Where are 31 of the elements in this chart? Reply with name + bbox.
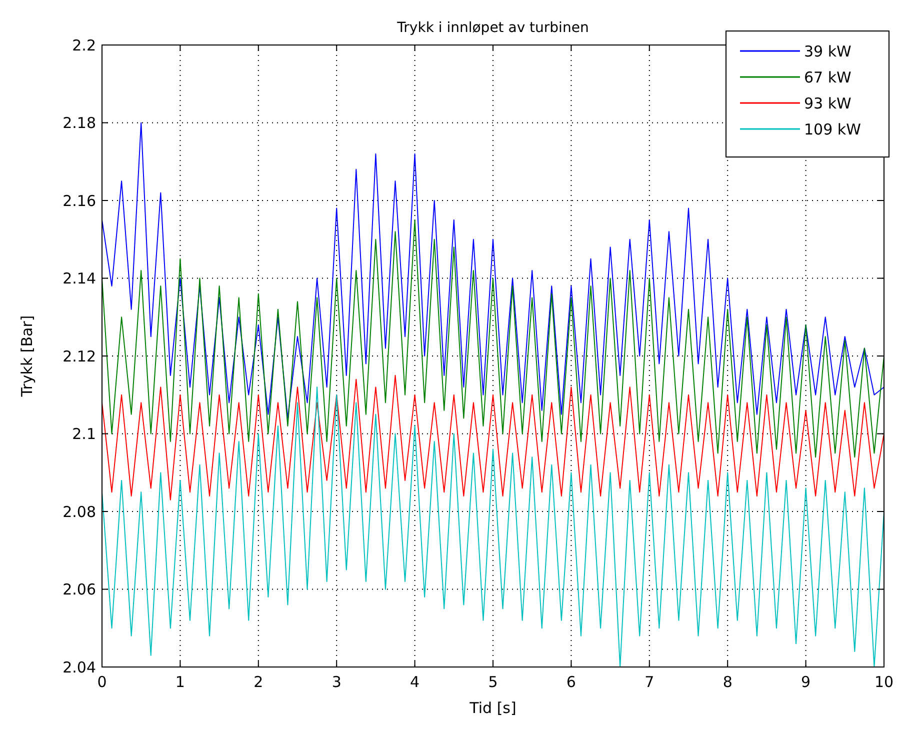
x-tick-label: 2 [254, 673, 264, 691]
chart-title: Trykk i innløpet av turbinen [396, 20, 589, 36]
y-tick-label: 2.16 [62, 192, 96, 210]
y-tick-label: 2.2 [72, 36, 96, 54]
y-tick-label: 2.14 [62, 270, 96, 288]
x-axis-title: Tid [s] [468, 699, 516, 717]
x-tick-label: 4 [410, 673, 420, 691]
legend-label: 67 kW [804, 68, 852, 86]
y-tick-label: 2.1 [72, 425, 96, 443]
y-tick-label: 2.12 [62, 347, 96, 366]
line-series [102, 374, 884, 500]
line-series [102, 219, 884, 458]
y-tick-label: 2.06 [62, 580, 96, 598]
legend-label: 109 kW [804, 120, 862, 138]
x-tick-label: 0 [97, 673, 107, 691]
y-tick-label: 2.18 [62, 114, 96, 132]
y-tick-label: 2.08 [62, 502, 96, 521]
x-tick-label: 6 [566, 673, 576, 691]
line-series [102, 386, 884, 668]
y-tick-label: 2.04 [62, 658, 96, 676]
x-tick-label: 8 [722, 673, 732, 691]
x-tick-label: 1 [175, 673, 185, 691]
x-tick-label: 3 [332, 673, 342, 691]
x-tick-label: 10 [874, 673, 894, 691]
x-tick-label: 7 [644, 673, 654, 691]
legend-label: 39 kW [804, 42, 852, 60]
legend-label: 93 kW [804, 94, 852, 112]
x-tick-label: 5 [488, 673, 498, 691]
x-tick-label: 9 [801, 673, 811, 691]
y-axis-title: Trykk [Bar] [18, 315, 36, 398]
line-series [102, 122, 884, 419]
